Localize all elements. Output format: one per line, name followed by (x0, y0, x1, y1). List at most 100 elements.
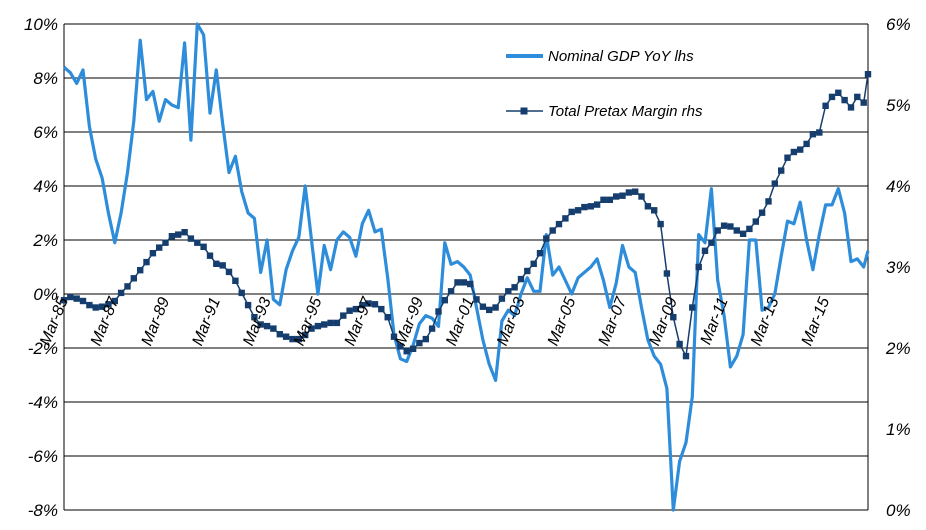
margin-point (467, 280, 474, 288)
legend-label-pretax-margin: Total Pretax Margin rhs (548, 103, 703, 120)
margin-point (117, 289, 125, 297)
legend: Nominal GDP YoY lhs Total Pretax Margin … (506, 48, 703, 120)
x-tick-label: Mar-87 (88, 294, 123, 348)
x-tick-label: Mar-07 (596, 294, 631, 348)
margin-point (92, 304, 99, 311)
right-tick-label: 4% (886, 177, 911, 196)
margin-point (270, 325, 277, 332)
left-tick-label: -6% (28, 447, 58, 466)
margin-point (574, 207, 582, 214)
margin-point (727, 223, 734, 230)
right-tick-label: 2% (885, 339, 911, 358)
margin-point (739, 230, 747, 237)
margin-point (168, 233, 176, 240)
margin-point (638, 193, 645, 200)
margin-point (511, 284, 518, 291)
margin-point (720, 222, 728, 229)
margin-point (492, 304, 499, 311)
x-tick-label: Mar-15 (799, 295, 834, 348)
margin-point (98, 303, 106, 310)
margin-point (403, 348, 410, 355)
margin-point (156, 244, 163, 251)
margin-point (505, 288, 512, 295)
margin-point (276, 331, 283, 338)
margin-point (663, 270, 671, 277)
margin-point (701, 247, 709, 254)
margin-point (340, 312, 347, 319)
margin-point (295, 335, 302, 343)
margin-point (708, 239, 715, 246)
left-tick-label: -2% (28, 339, 58, 358)
margin-point (682, 352, 690, 360)
margin-point (371, 301, 379, 308)
margin-point (162, 239, 169, 246)
margin-point (257, 321, 264, 328)
margin-point (194, 239, 201, 246)
x-tick-label: Mar-05 (545, 295, 580, 348)
margin-point (137, 267, 144, 274)
margin-point (758, 209, 766, 216)
margin-point (473, 296, 480, 303)
margin-point (587, 203, 594, 210)
margin-point (200, 243, 207, 250)
margin-point (847, 104, 855, 111)
margin-point (498, 295, 506, 302)
series-nominal-gdp (62, 22, 870, 512)
right-tick-label: 6% (886, 15, 911, 34)
left-tick-label: 2% (32, 231, 58, 250)
left-tick-label: 4% (33, 177, 58, 196)
margin-point (86, 301, 93, 309)
margin-point (232, 277, 239, 284)
margin-point (206, 252, 214, 259)
margin-point (149, 250, 157, 257)
margin-point (568, 208, 575, 216)
margin-point (632, 188, 639, 195)
margin-point (714, 227, 721, 234)
margin-point (460, 279, 467, 286)
margin-point (105, 301, 112, 308)
margin-point (822, 102, 829, 109)
margin-point (365, 300, 372, 307)
margin-point (321, 321, 328, 328)
margin-point (543, 235, 550, 242)
margin-point (111, 297, 118, 305)
right-tick-label: 1% (886, 420, 911, 439)
right-axis-ticks: 6% 5% 4% 3% 2% 1% 0% (885, 15, 911, 520)
margin-point (130, 275, 137, 282)
margin-point (841, 96, 848, 104)
margin-point (746, 225, 753, 233)
margin-point (384, 314, 391, 321)
margin-point (390, 333, 398, 340)
margin-point (803, 140, 810, 148)
margin-point (790, 148, 798, 156)
margin-point (835, 89, 842, 96)
margin-point (308, 325, 315, 332)
margin-point (352, 305, 360, 313)
margin-point (219, 262, 226, 269)
margin-point (555, 220, 563, 228)
margin-point (689, 304, 696, 311)
legend-label-nominal-gdp: Nominal GDP YoY lhs (548, 48, 694, 65)
margin-point (593, 201, 601, 208)
margin-point (359, 301, 366, 309)
right-tick-label: 0% (886, 501, 911, 520)
margin-point (524, 267, 531, 275)
x-tick-label: Mar-13 (748, 295, 783, 348)
left-tick-label: -4% (28, 393, 58, 412)
margin-point (346, 307, 353, 314)
margin-point (771, 180, 778, 187)
margin-point (314, 322, 322, 330)
margin-point (613, 193, 620, 200)
left-tick-label: 0% (33, 285, 58, 304)
margin-point (657, 220, 664, 228)
margin-point (549, 227, 556, 234)
margin-point (441, 297, 448, 304)
margin-point (447, 288, 455, 295)
right-tick-label: 5% (886, 96, 911, 115)
axes (63, 24, 869, 510)
left-tick-label: 8% (33, 69, 58, 88)
margin-point (517, 275, 525, 283)
left-tick-label: -8% (28, 501, 58, 520)
margin-point (644, 203, 652, 210)
margin-point (651, 207, 658, 214)
